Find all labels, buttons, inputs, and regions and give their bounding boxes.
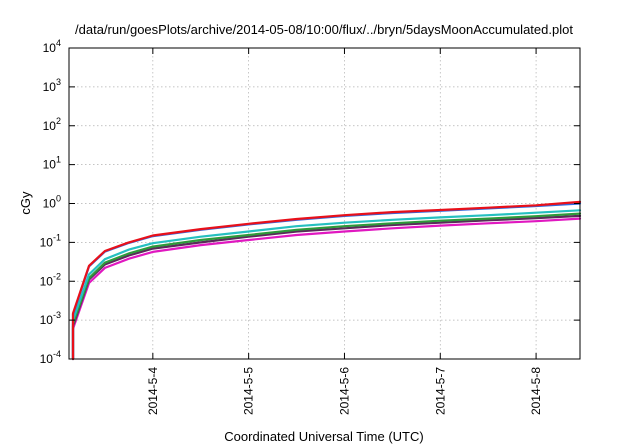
- series-line-4: [71, 212, 582, 361]
- y-tick-base: 10: [40, 274, 54, 288]
- y-tick-label: 101: [43, 155, 61, 172]
- y-tick-base: 10: [43, 158, 57, 172]
- y-tick-base: 10: [40, 235, 54, 249]
- x-tick-label: 2014-5-4: [146, 367, 160, 415]
- y-tick-exponent: 3: [56, 77, 61, 87]
- series-line-6: [71, 217, 582, 361]
- y-tick-label: 10-2: [40, 271, 61, 288]
- x-axis-title: Coordinated Universal Time (UTC): [224, 429, 423, 444]
- y-tick-exponent: 0: [56, 194, 61, 204]
- y-tick-exponent: 4: [56, 38, 61, 48]
- series-line-3: [71, 209, 582, 361]
- y-tick-exponent: -3: [53, 310, 61, 320]
- x-tick-label: 2014-5-8: [529, 367, 543, 415]
- y-axis-title: cGy: [18, 191, 33, 215]
- series-group: [71, 200, 582, 361]
- series-line-1: [71, 200, 582, 361]
- y-tick-base: 10: [43, 119, 57, 133]
- y-tick-base: 10: [43, 197, 57, 211]
- grid: [69, 47, 580, 360]
- y-tick-label: 10-3: [40, 310, 61, 327]
- y-tick-label: 10-4: [40, 349, 61, 366]
- y-tick-label: 103: [43, 77, 61, 94]
- x-tick-label: 2014-5-5: [242, 367, 256, 415]
- y-tick-exponent: -1: [53, 232, 61, 242]
- y-tick-exponent: 2: [56, 116, 61, 126]
- y-tick-base: 10: [40, 352, 54, 366]
- x-axis: 2014-5-4 2014-5-5 2014-5-6 2014-5-7 2014-5-8: [146, 48, 543, 415]
- y-tick-label: 102: [43, 116, 61, 133]
- chart-title: /data/run/goesPlots/archive/2014-05-08/1…: [75, 22, 573, 37]
- y-tick-exponent: -2: [53, 271, 61, 281]
- y-tick-label: 104: [43, 38, 61, 55]
- y-tick-base: 10: [43, 80, 57, 94]
- y-tick-label: 100: [43, 194, 61, 211]
- y-tick-exponent: 1: [56, 155, 61, 165]
- y-tick-base: 10: [40, 313, 54, 327]
- y-tick-exponent: -4: [53, 349, 61, 359]
- y-tick-label: 10-1: [40, 232, 61, 249]
- x-tick-label: 2014-5-6: [337, 367, 351, 415]
- y-tick-base: 10: [43, 41, 57, 55]
- x-tick-label: 2014-5-7: [433, 367, 447, 415]
